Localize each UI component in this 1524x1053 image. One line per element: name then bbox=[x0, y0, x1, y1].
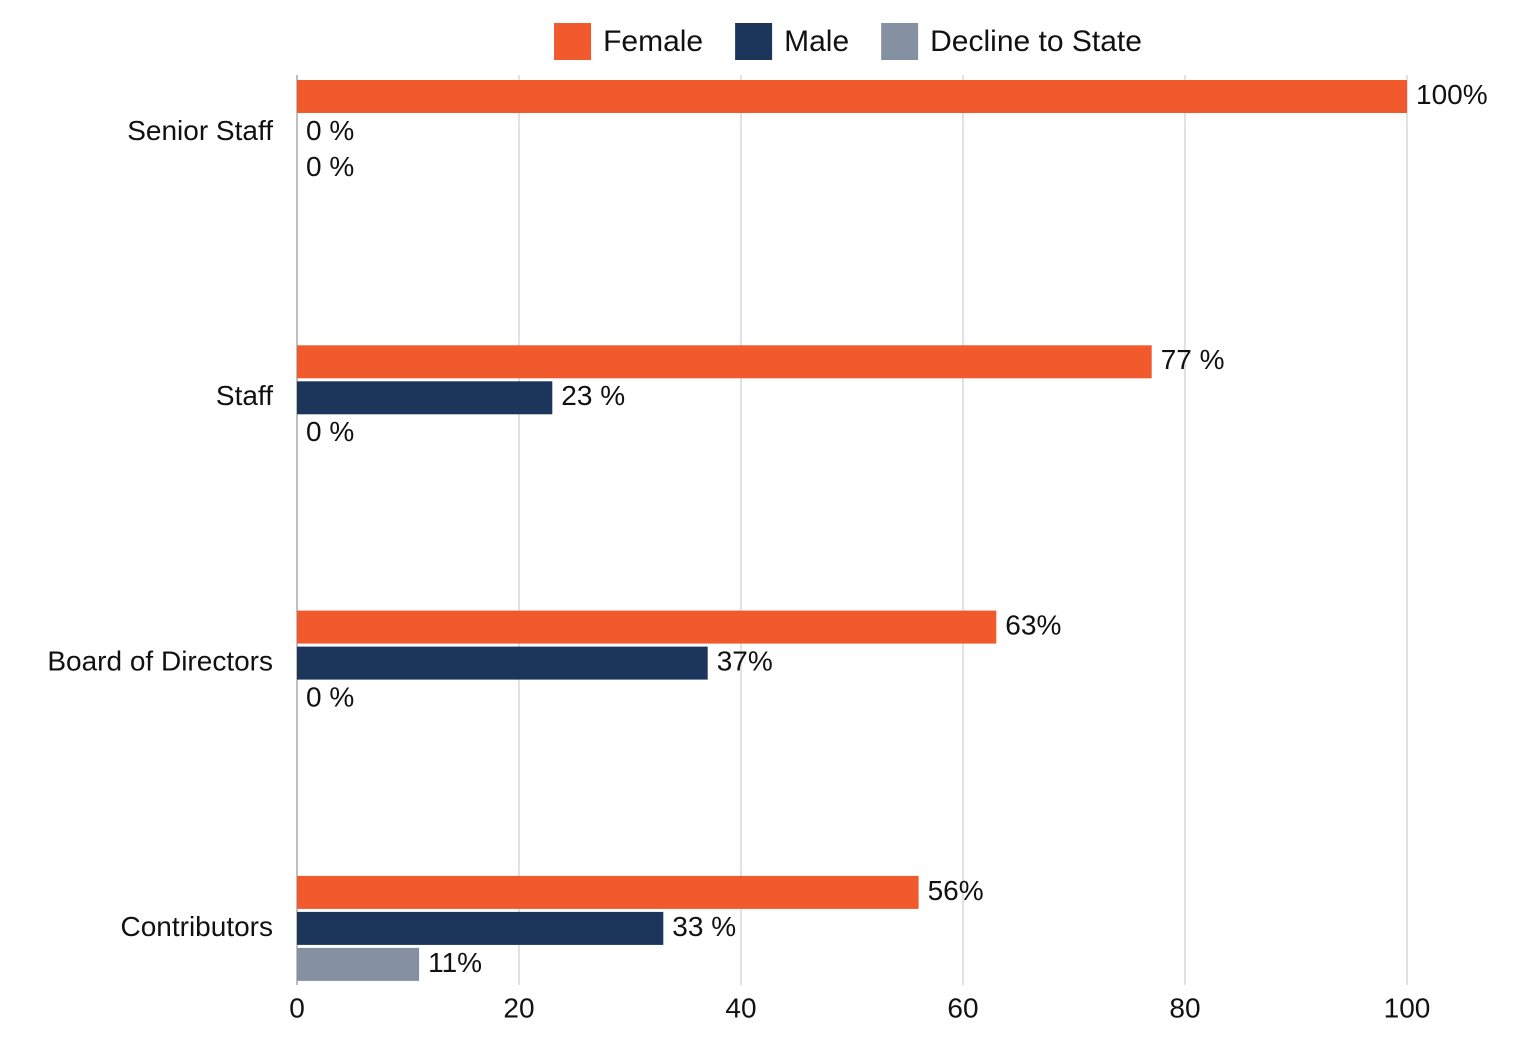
x-tick-label: 60 bbox=[947, 992, 978, 1023]
legend-swatch bbox=[554, 23, 592, 60]
y-tick-label: Contributors bbox=[120, 911, 273, 942]
x-tick-label: 100 bbox=[1384, 992, 1431, 1023]
legend-label: Male bbox=[784, 25, 849, 58]
bar bbox=[297, 875, 919, 909]
bar bbox=[297, 911, 664, 945]
data-label: 0 % bbox=[306, 681, 354, 712]
legend-label: Female bbox=[603, 25, 703, 58]
data-label: 0 % bbox=[306, 151, 354, 182]
data-label: 77 % bbox=[1161, 344, 1225, 375]
data-label: 0 % bbox=[306, 416, 354, 447]
data-label: 0 % bbox=[306, 115, 354, 146]
y-tick-label: Board of Directors bbox=[47, 645, 273, 676]
x-tick-label: 40 bbox=[725, 992, 756, 1023]
x-tick-label: 0 bbox=[289, 992, 305, 1023]
x-tick-label: 80 bbox=[1169, 992, 1200, 1023]
y-tick-label: Staff bbox=[216, 380, 273, 411]
y-tick-label: Senior Staff bbox=[127, 115, 273, 146]
data-label: 37% bbox=[717, 645, 773, 676]
legend-label: Decline to State bbox=[930, 25, 1142, 58]
bar bbox=[297, 345, 1152, 379]
bar bbox=[297, 646, 708, 680]
legend-swatch bbox=[735, 23, 773, 60]
data-label: 56% bbox=[928, 875, 984, 906]
data-label: 11% bbox=[428, 947, 482, 978]
data-label: 33 % bbox=[672, 911, 736, 942]
bar bbox=[297, 381, 553, 415]
bar bbox=[297, 610, 997, 644]
data-label: 100% bbox=[1416, 79, 1488, 110]
bar bbox=[297, 80, 1407, 113]
legend-swatch bbox=[881, 23, 919, 60]
x-tick-label: 20 bbox=[503, 992, 534, 1023]
bar bbox=[297, 947, 420, 981]
data-label: 63% bbox=[1005, 609, 1061, 640]
data-label: 23 % bbox=[561, 380, 625, 411]
